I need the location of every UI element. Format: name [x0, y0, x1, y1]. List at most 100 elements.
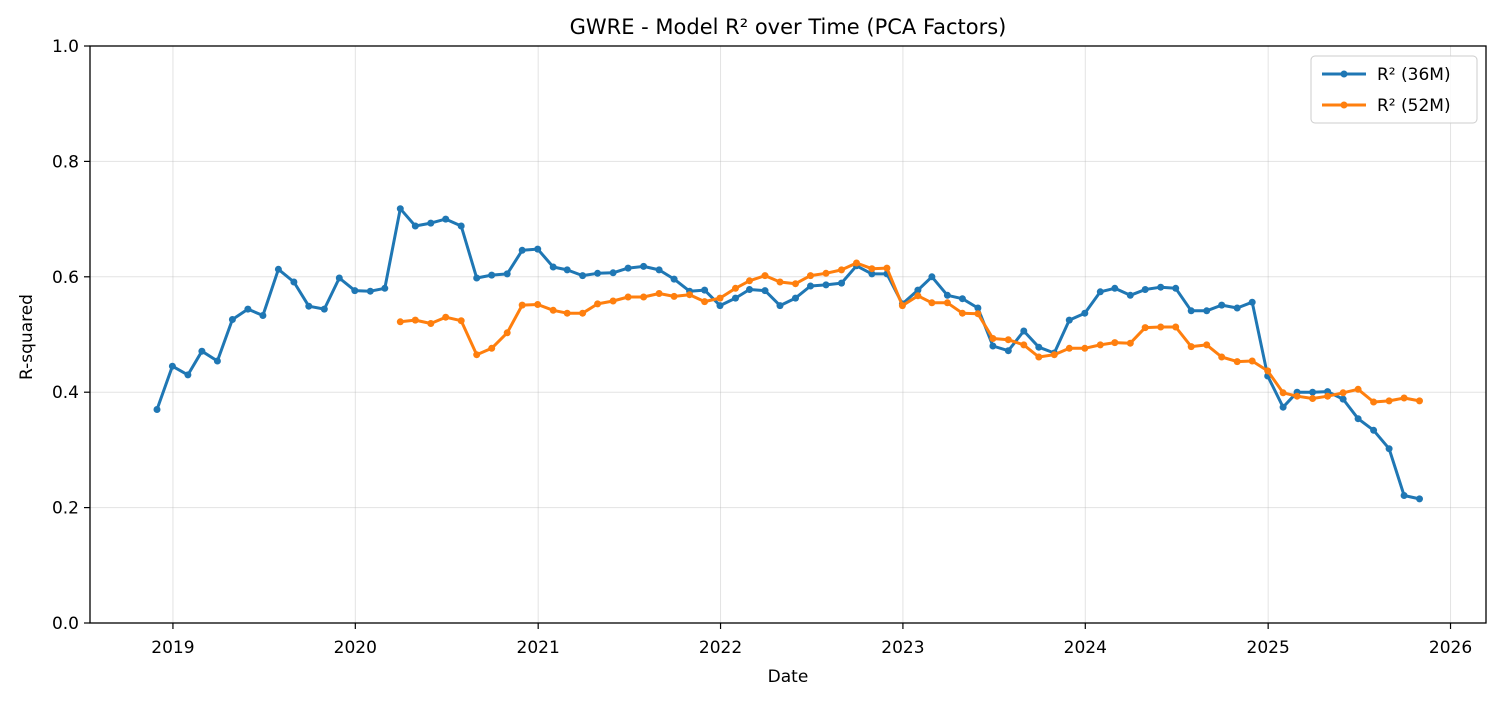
x-tick-label: 2020 — [334, 638, 377, 658]
data-point — [1309, 388, 1317, 396]
data-point — [898, 302, 906, 310]
x-axis-label: Date — [768, 667, 809, 687]
data-point — [563, 266, 571, 274]
data-point — [686, 291, 694, 299]
data-point — [1370, 398, 1378, 406]
data-point — [928, 273, 936, 281]
data-point — [442, 215, 450, 223]
data-point — [624, 264, 632, 272]
y-tick-label: 0.0 — [52, 614, 79, 634]
data-point — [1385, 445, 1393, 453]
data-point — [503, 329, 511, 337]
data-point — [396, 205, 404, 213]
data-point — [1416, 397, 1423, 405]
data-point — [259, 312, 267, 319]
data-point — [473, 274, 481, 282]
data-point — [213, 357, 221, 365]
data-point — [351, 287, 359, 295]
y-tick-label: 0.4 — [52, 383, 79, 403]
x-tick-label: 2023 — [881, 638, 924, 658]
data-point — [549, 263, 557, 271]
data-point — [1385, 397, 1393, 405]
data-point — [549, 306, 557, 314]
x-tick-label: 2025 — [1247, 638, 1290, 658]
x-tick-label: 2024 — [1064, 638, 1107, 658]
data-point — [1157, 323, 1165, 331]
data-point — [534, 245, 542, 253]
data-point — [792, 280, 799, 288]
data-point — [1218, 301, 1226, 309]
data-point — [396, 318, 404, 326]
data-point — [761, 272, 769, 280]
data-point — [1233, 304, 1241, 312]
legend-label-36m: R² (36M) — [1377, 65, 1451, 85]
data-point — [868, 265, 876, 273]
y-tick-label: 0.6 — [52, 268, 79, 288]
data-point — [1065, 316, 1073, 324]
legend-marker-52m — [1340, 101, 1348, 109]
data-point — [1081, 344, 1089, 352]
data-point — [1203, 341, 1211, 349]
data-point — [732, 284, 739, 292]
data-point — [958, 309, 966, 317]
data-point — [579, 309, 587, 317]
data-point — [320, 305, 328, 313]
data-point — [943, 299, 951, 307]
series-52m — [396, 259, 1423, 406]
data-point — [1111, 339, 1119, 347]
data-point — [807, 282, 814, 290]
data-point — [1339, 395, 1347, 403]
data-point — [488, 344, 496, 352]
data-point — [1339, 389, 1347, 397]
data-point — [701, 286, 709, 294]
data-point — [670, 292, 678, 300]
data-point — [822, 281, 830, 289]
data-point — [958, 295, 966, 303]
data-point — [473, 351, 481, 359]
x-tick-label: 2022 — [699, 638, 742, 658]
data-point — [579, 272, 587, 280]
data-point — [1172, 284, 1180, 292]
data-point — [776, 302, 784, 310]
legend-entry-52m: R² (52M) — [1322, 96, 1451, 116]
data-point — [655, 290, 663, 297]
x-tick-label: 2021 — [517, 638, 560, 658]
data-point — [427, 219, 435, 227]
data-point — [609, 269, 617, 277]
data-point — [442, 313, 450, 321]
data-point — [1096, 341, 1104, 349]
legend-marker-36m — [1340, 70, 1348, 78]
data-point — [624, 293, 632, 301]
data-point — [184, 371, 192, 379]
data-point — [534, 301, 542, 308]
data-point — [609, 297, 617, 305]
data-point — [746, 286, 753, 293]
data-point — [1157, 283, 1165, 291]
data-point — [1081, 309, 1089, 317]
data-point — [1324, 392, 1332, 400]
axes-ticks: 2019 2020 2021 2022 2023 2024 2025 2026 0.0 0.2 0.… — [52, 37, 1472, 658]
data-point — [290, 278, 298, 286]
data-point — [1111, 284, 1119, 292]
data-point — [883, 264, 891, 272]
data-point — [989, 342, 997, 350]
data-point — [943, 291, 951, 299]
data-point — [853, 259, 860, 267]
data-point — [411, 316, 419, 324]
data-point — [366, 287, 374, 295]
data-point — [1172, 323, 1180, 331]
data-point — [1141, 286, 1149, 293]
data-point — [792, 294, 799, 302]
data-point — [518, 301, 526, 309]
data-point — [1203, 307, 1211, 315]
data-point — [838, 279, 845, 287]
legend-label-52m: R² (52M) — [1377, 96, 1451, 116]
data-point — [457, 222, 465, 230]
data-point — [1248, 298, 1256, 306]
data-point — [1050, 351, 1058, 359]
y-tick-label: 0.2 — [52, 499, 79, 519]
series-layer — [153, 205, 1423, 503]
data-point — [153, 406, 161, 413]
data-point — [655, 266, 663, 274]
